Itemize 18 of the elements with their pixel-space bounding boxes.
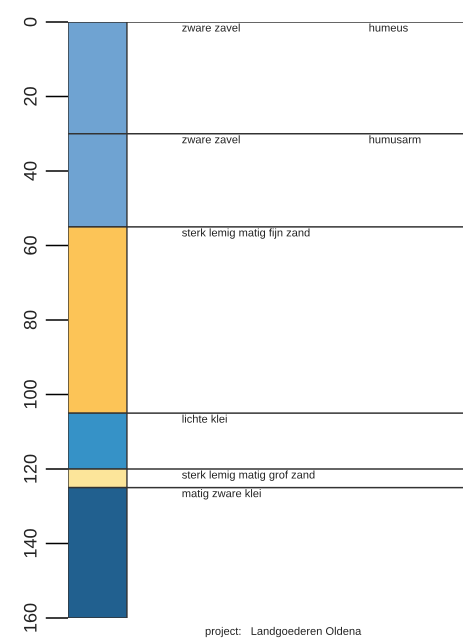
y-tick-label: 20 bbox=[24, 87, 37, 106]
ref-line-label: matig zware klei bbox=[182, 489, 261, 500]
ref-line-label: lichte klei bbox=[182, 414, 227, 423]
y-tick-label: 80 bbox=[24, 310, 37, 330]
y-tick-label: 0 bbox=[24, 18, 37, 26]
y-tick-label: 160 bbox=[24, 604, 37, 632]
ref-line-label: sterk lemig matig grof zand bbox=[182, 470, 314, 481]
ref-line-label: zware zavel bbox=[182, 135, 240, 144]
ref-line-label: zware zavel bbox=[182, 23, 240, 32]
y-tick-label: 140 bbox=[24, 529, 37, 558]
ref-line-label: sterk lemig matig fijn zand bbox=[182, 228, 310, 239]
y-tick-label: 40 bbox=[24, 162, 37, 181]
y-tick-label: 100 bbox=[24, 380, 37, 408]
text: project: Landgoederen Oldena bbox=[206, 626, 362, 638]
y-tick-label: 60 bbox=[24, 236, 37, 255]
y-tick-label: 120 bbox=[24, 454, 37, 483]
annotation: humusarm bbox=[369, 135, 420, 144]
annotation: humeus bbox=[369, 23, 408, 32]
